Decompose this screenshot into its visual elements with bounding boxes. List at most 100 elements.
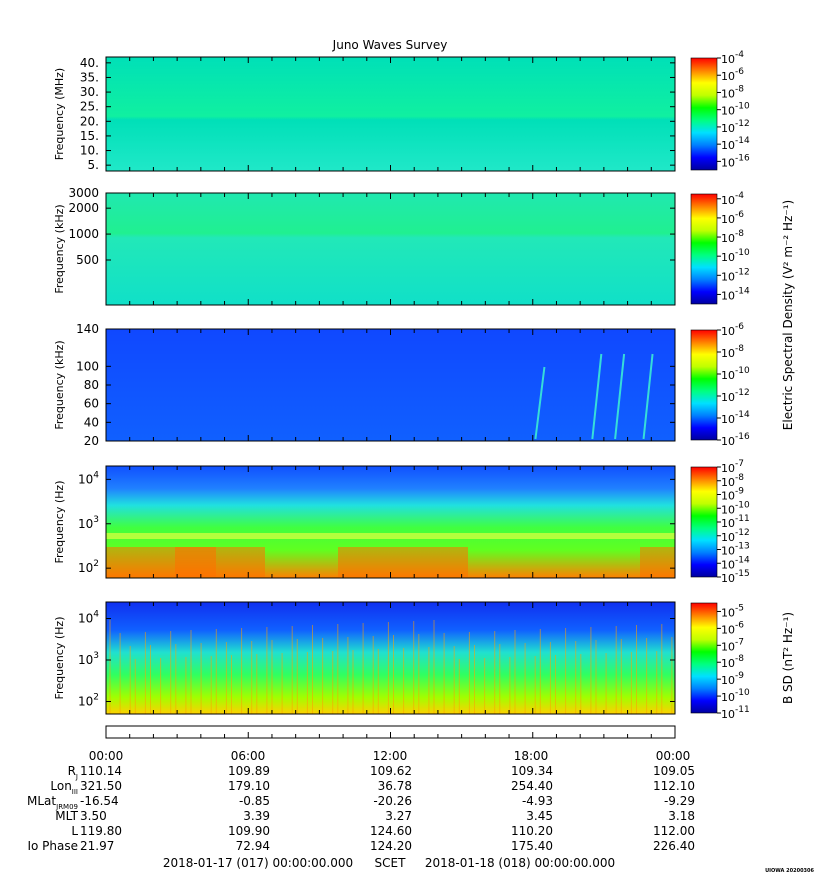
time-label: 18:00 [514,749,549,763]
intense-band [640,547,675,577]
ephemeris-value: 3.27 [385,809,412,823]
y-tick-label: 140 [76,322,99,336]
colorbar-ramp [690,329,718,441]
spectrogram-field [106,57,675,171]
ephemeris-value: -9.29 [664,794,695,808]
y-axis-label: Frequency (kHz) [53,204,66,293]
ephemeris-value: -20.26 [373,794,412,808]
colorbar-ramp [690,466,718,578]
ephemeris-label: MLT [55,809,78,823]
colorbar-ramp [690,193,718,305]
colorbar-tick-label: 10-6 [721,322,744,338]
y-tick-label: 102 [78,693,99,709]
time-label: 00:00 [656,749,691,763]
y-tick-label: 3000 [68,186,99,200]
y-tick-label: 40 [84,415,99,429]
colorbar-4: 10-710-810-910-1010-1110-1210-1310-1410-… [690,459,750,585]
footer-credit: UIOWA 20200306 [765,868,814,874]
colorbar-tick-label: 10-12 [721,267,750,283]
y-tick-label: 20 [84,434,99,448]
ephemeris-label: MLatJRM09 [27,794,78,811]
colorbar-2: 10-4 10-6 10-8 10-10 10-12 10-14 [690,191,750,305]
burst-feature [591,353,603,440]
colorbar-tick-label: 10-10 [721,688,750,704]
ephemeris-label: Io Phase [27,839,78,853]
ephemeris-value: 21.97 [80,839,114,853]
ephemeris-value: 3.39 [243,809,270,823]
y-tick-label: 20. [80,114,99,128]
ephemeris-value: 109.90 [228,824,270,838]
y-tick-label: 103 [78,515,99,531]
y-tick-label: 25. [80,100,99,114]
panel-1: 40.35.30.25.20.15.10.5. Frequency (MHz) [53,56,676,172]
figure-title: Juno Waves Survey [332,38,448,52]
ephemeris-row: L 119.80 109.90 124.60 110.20 112.00 [71,824,695,838]
time-label: 00:00 [89,749,124,763]
y-tick-label: 104 [78,610,99,626]
y-tick-label: 10. [80,144,99,158]
colorbar-tick-label: 10-8 [721,84,744,100]
colorbar-3: 10-6 10-8 10-10 10-12 10-14 10-16 [690,322,750,448]
y-axis-label: Frequency (kHz) [53,340,66,429]
ephemeris-row: MLatJRM09 -16.54 -0.85 -20.26 -4.93 -9.29 [27,794,695,811]
colorbar-tick-label: 10-6 [721,67,744,83]
y-tick-label: 30. [80,85,99,99]
colorbar-tick-label: 10-11 [721,705,750,721]
y-axis-label: Frequency (Hz) [53,481,66,564]
y-tick-label: 5. [88,158,99,172]
spectrogram-field [106,329,675,441]
y-tick-label: 35. [80,70,99,84]
footer-scet-label: SCET [375,856,407,870]
y-tick-label: 2000 [68,201,99,215]
colorbar-label-magnetic: B SD (nT² Hz⁻¹) [781,612,795,704]
colorbar-tick-label: 10-8 [721,344,744,360]
footer-start-time: 2018-01-17 (017) 00:00:00.000 [163,856,353,870]
y-tick-label: 100 [76,359,99,373]
ephemeris-value: 109.62 [370,764,412,778]
burst-feature [642,353,654,440]
ephemeris-value: -16.54 [80,794,119,808]
colorbar-tick-label: 10-10 [721,248,750,264]
ephemeris-value: 226.40 [653,839,695,853]
colorbar-tick-label: 10-6 [721,620,744,636]
colorbar-tick-label: 10-8 [721,654,744,670]
y-tick-label: 102 [78,559,99,575]
colorbar-tick-label: 10-5 [721,603,744,619]
y-tick-label: 15. [80,129,99,143]
colorbar-tick-label: 10-14 [721,286,750,302]
colorbar-tick-label: 10-4 [721,191,744,207]
colorbar-tick-label: 10-10 [721,102,750,118]
ephemeris-row: LonIII 321.50 179.10 36.78 254.40 112.10 [50,779,695,796]
colorbar-tick-label: 10-12 [721,119,750,135]
colorbar-tick-label: 10-13 [721,542,750,558]
ephemeris-row: Io Phase 21.97 72.94 124.20 175.40 226.40 [27,839,695,853]
colorbar-tick-label: 10-8 [721,229,744,245]
time-label: 12:00 [373,749,408,763]
ephemeris-value: 254.40 [511,779,553,793]
y-tick-label: 104 [78,470,99,486]
colorbar-tick-label: 10-7 [721,637,744,653]
y-tick-label: 60 [84,397,99,411]
y-tick-label: 103 [78,651,99,667]
ephemeris-label: L [71,824,78,838]
intense-band [175,547,265,577]
colorbar-tick-label: 10-11 [721,514,750,530]
ephemeris-value: 72.94 [236,839,270,853]
colorbar-label-electric: Electric Spectral Density (V² m⁻² Hz⁻¹) [781,200,795,430]
colorbar-tick-label: 10-10 [721,500,750,516]
ephemeris-value: 119.80 [80,824,122,838]
colorbar-tick-label: 10-7 [721,459,744,475]
ephemeris-value: 112.10 [653,779,695,793]
spectrogram-panels: 40.35.30.25.20.15.10.5. Frequency (MHz) 10… [53,50,750,721]
colorbar-tick-label: 10-9 [721,487,744,503]
colorbar-tick-label: 10-9 [721,671,744,687]
colorbar-tick-label: 10-12 [721,528,750,544]
ephemeris-value: 3.18 [668,809,695,823]
emission-line [106,533,675,539]
y-tick-label: 40. [80,56,99,70]
ephemeris-value: 112.00 [653,824,695,838]
ephemeris-value: 110.14 [80,764,122,778]
